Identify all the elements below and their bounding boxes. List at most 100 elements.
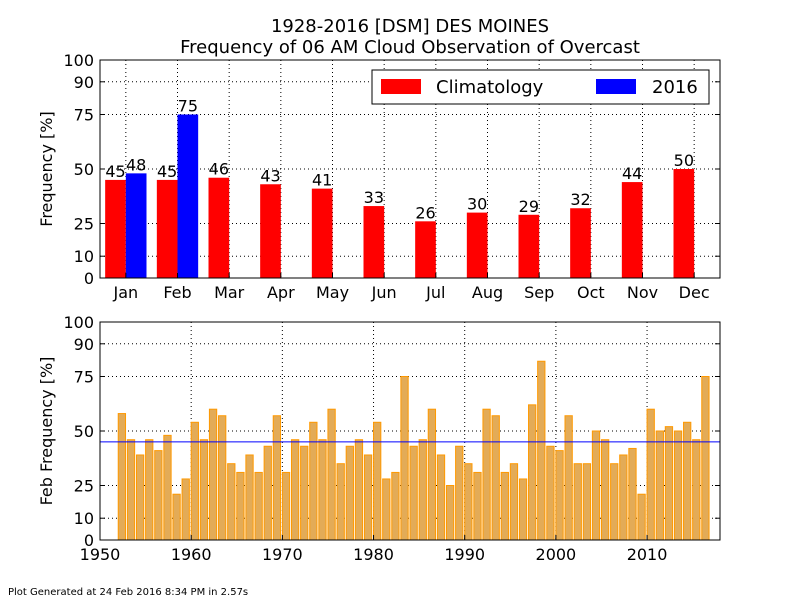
bar-feb-2008 — [628, 447, 637, 541]
bar-2016-jan — [125, 173, 147, 278]
bar-feb-1960 — [190, 421, 199, 541]
bar-feb-1971 — [290, 439, 300, 541]
data-label-climatology-apr: 43 — [260, 166, 280, 185]
bar-feb-1980 — [373, 421, 382, 541]
monthly-x-tick-label-may: May — [316, 283, 349, 302]
data-label-climatology-aug: 30 — [467, 195, 487, 214]
data-label-climatology-oct: 32 — [570, 190, 590, 209]
bar-feb-2005 — [600, 439, 610, 541]
monthly-x-tick-label-jun: Jun — [371, 283, 397, 302]
bar-feb-1994 — [500, 471, 509, 541]
bar-feb-1996 — [518, 478, 528, 541]
bar-feb-1987 — [436, 454, 446, 541]
bar-feb-1990 — [464, 463, 473, 541]
bar-feb-1966 — [245, 454, 254, 541]
data-label-climatology-mar: 46 — [209, 160, 229, 179]
monthly-y-ticks: 0 10 25 50 75 90 100 — [63, 51, 720, 288]
bar-feb-1968 — [263, 445, 272, 541]
data-label-climatology-sep: 29 — [519, 197, 539, 216]
monthly-y-tick-label-25: 25 — [74, 215, 94, 234]
bar-feb-1992 — [482, 408, 491, 541]
bar-feb-1985 — [418, 439, 427, 541]
monthly-x-tick-label-apr: Apr — [267, 283, 295, 302]
bar-feb-2000 — [555, 450, 564, 541]
data-label-climatology-jun: 33 — [364, 188, 384, 207]
bar-feb-1963 — [218, 415, 227, 541]
bar-feb-2013 — [673, 430, 683, 541]
bar-feb-1998 — [537, 360, 546, 541]
bar-feb-1958 — [172, 493, 181, 541]
bar-feb-2004 — [591, 430, 601, 541]
february-x-tick-label-1960: 1960 — [171, 545, 212, 564]
legend-box — [371, 69, 710, 105]
bar-feb-1991 — [473, 471, 482, 541]
bar-feb-1988 — [445, 485, 455, 541]
bar-climatology-oct — [570, 208, 591, 278]
bar-feb-1982 — [391, 471, 400, 541]
bar-climatology-jan — [105, 179, 126, 278]
data-label-climatology-jul: 26 — [415, 203, 435, 222]
bar-feb-1977 — [345, 445, 354, 541]
bar-feb-2011 — [655, 430, 664, 541]
monthly-x-tick-label-jul: Jul — [425, 283, 445, 302]
monthly-x-tick-label-oct: Oct — [577, 283, 605, 302]
bar-feb-1954 — [135, 454, 145, 541]
bar-climatology-jul — [415, 221, 436, 278]
bar-feb-2006 — [610, 463, 619, 541]
monthly-x-tick-label-nov: Nov — [627, 283, 658, 302]
bar-feb-1975 — [327, 408, 336, 541]
february-bars — [117, 360, 710, 541]
bar-feb-2012 — [664, 426, 674, 541]
bar-feb-1981 — [382, 478, 391, 541]
bar-feb-1967 — [254, 471, 263, 541]
bar-feb-1962 — [208, 408, 218, 541]
february-x-ticks: 1950 1960 1970 1980 1990 2000 2010 — [80, 535, 667, 564]
bar-feb-2007 — [619, 454, 628, 541]
monthly-x-tick-label-dec: Dec — [679, 283, 710, 302]
bar-climatology-may — [311, 188, 333, 278]
february-x-tick-label-2000: 2000 — [536, 545, 577, 564]
bar-climatology-mar — [208, 177, 230, 278]
chart-subtitle: Frequency of 06 AM Cloud Observation of … — [180, 37, 640, 58]
bar-feb-1965 — [236, 471, 245, 541]
bar-feb-1970 — [281, 471, 291, 541]
february-y-tick-label-75: 75 — [74, 368, 94, 387]
bar-climatology-nov — [621, 182, 643, 278]
bar-climatology-dec — [673, 169, 695, 278]
legend: Climatology 2016 — [371, 69, 710, 105]
bar-feb-1978 — [354, 439, 364, 541]
february-x-tick-label-1990: 1990 — [444, 545, 485, 564]
february-x-tick-label-1980: 1980 — [353, 545, 394, 564]
february-y-tick-label-90: 90 — [74, 335, 94, 354]
legend-label-climatology: Climatology — [436, 77, 544, 98]
bar-feb-2003 — [582, 463, 592, 541]
bar-feb-2001 — [564, 415, 573, 541]
bar-climatology-aug — [466, 212, 488, 278]
february-y-tick-label-10: 10 — [74, 509, 94, 528]
monthly-x-tick-label-aug: Aug — [472, 283, 503, 302]
bar-feb-1955 — [145, 439, 154, 541]
bar-feb-2009 — [637, 493, 646, 541]
february-history-chart: 0 10 25 50 75 90 100 1950 1960 1970 1980 1990 2000 2… — [37, 313, 721, 564]
february-y-tick-label-0: 0 — [84, 531, 94, 550]
february-x-tick-label-1950: 1950 — [80, 545, 121, 564]
monthly-chart: 45 45 46 43 41 33 26 30 29 32 44 50 48 75 0 10 25 50 75 90… — [37, 51, 721, 302]
february-x-tick-label-1970: 1970 — [262, 545, 303, 564]
february-y-tick-label-50: 50 — [74, 422, 94, 441]
bar-feb-1995 — [509, 463, 519, 541]
bar-feb-1974 — [318, 439, 327, 541]
bar-feb-1952 — [117, 413, 127, 541]
generated-footnote: Plot Generated at 24 Feb 2016 8:34 PM in… — [8, 587, 248, 598]
bar-climatology-jun — [363, 206, 385, 278]
bar-feb-1993 — [491, 415, 500, 541]
monthly-x-tick-label-jan: Jan — [112, 283, 138, 302]
bar-feb-1986 — [427, 408, 437, 541]
bar-feb-2002 — [573, 463, 582, 541]
bar-feb-1997 — [528, 404, 537, 541]
legend-swatch-2016 — [596, 79, 636, 94]
february-y-axis-label: Feb Frequency [%] — [37, 357, 56, 506]
data-label-climatology-jan: 45 — [105, 162, 125, 181]
bar-feb-1959 — [181, 478, 190, 541]
monthly-x-tick-label-mar: Mar — [214, 283, 245, 302]
